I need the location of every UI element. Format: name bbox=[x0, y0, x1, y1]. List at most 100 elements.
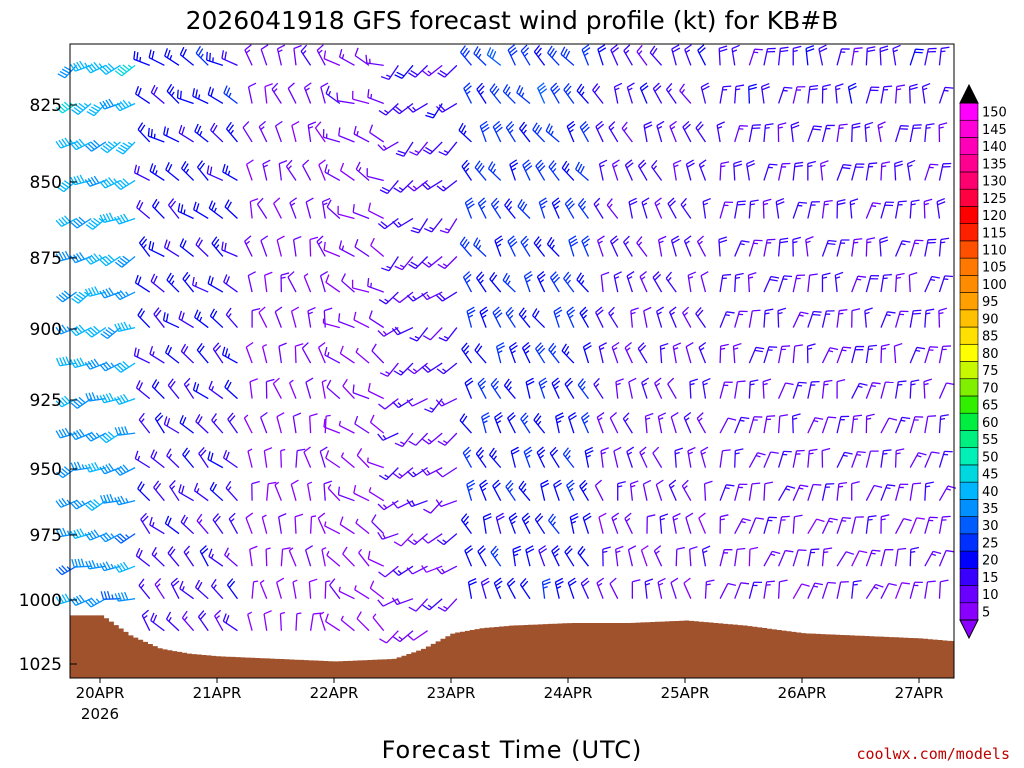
colorbar-segment bbox=[959, 361, 979, 380]
wind-barb bbox=[507, 44, 518, 66]
wind-barb bbox=[195, 414, 209, 434]
wind-barb bbox=[555, 412, 565, 434]
wind-barb bbox=[924, 516, 938, 534]
wind-barb bbox=[561, 160, 575, 181]
terrain-area bbox=[70, 615, 954, 678]
wind-barb bbox=[719, 484, 735, 501]
wind-barb bbox=[251, 480, 260, 501]
wind-barb bbox=[55, 527, 77, 538]
wind-barb bbox=[438, 141, 458, 156]
wind-barb bbox=[532, 308, 546, 329]
wind-barb bbox=[851, 579, 862, 599]
wind-barb bbox=[266, 481, 277, 501]
wind-barb bbox=[718, 236, 728, 257]
wind-barb bbox=[748, 83, 757, 104]
colorbar-tick-label: 110 bbox=[982, 243, 1007, 258]
wind-barb bbox=[290, 479, 299, 501]
wind-barb bbox=[370, 237, 385, 257]
wind-barb bbox=[777, 86, 793, 104]
wind-barb bbox=[510, 446, 520, 468]
wind-barb bbox=[879, 236, 889, 257]
wind-barb bbox=[672, 512, 681, 534]
wind-barb bbox=[245, 159, 254, 181]
wind-barb bbox=[272, 377, 282, 399]
wind-barb bbox=[151, 379, 165, 400]
wind-barb bbox=[291, 121, 300, 143]
wind-barb bbox=[261, 343, 268, 364]
wind-barb bbox=[792, 344, 803, 364]
wind-barb bbox=[436, 362, 458, 375]
wind-barb bbox=[807, 548, 820, 567]
wind-barb bbox=[300, 44, 312, 66]
colorbar-tick-label: 90 bbox=[982, 312, 999, 327]
wind-barb bbox=[475, 447, 487, 468]
wind-barb bbox=[894, 160, 903, 181]
wind-barb bbox=[865, 583, 884, 600]
wind-barb bbox=[294, 513, 304, 534]
wind-barb bbox=[652, 271, 663, 293]
wind-barb bbox=[748, 309, 761, 328]
wind-barb bbox=[909, 124, 922, 143]
wind-barb bbox=[113, 99, 136, 112]
wind-barb bbox=[938, 579, 949, 599]
x-tick-label: 26APR bbox=[778, 684, 827, 702]
wind-barb bbox=[377, 141, 399, 152]
wind-barb bbox=[407, 533, 429, 546]
wind-barb bbox=[675, 546, 686, 567]
wind-barb bbox=[392, 467, 414, 479]
wind-barb bbox=[777, 162, 791, 181]
colorbar-segment bbox=[959, 188, 979, 207]
wind-barb bbox=[392, 630, 414, 643]
wind-barb bbox=[150, 449, 165, 469]
wind-barb bbox=[479, 479, 488, 501]
wind-barb bbox=[615, 378, 624, 399]
wind-barb bbox=[473, 46, 487, 66]
wind-barb bbox=[762, 378, 772, 399]
wind-barb bbox=[697, 44, 707, 66]
wind-barb bbox=[652, 446, 663, 468]
wind-barb bbox=[938, 414, 949, 434]
wind-barb bbox=[541, 578, 551, 599]
colorbar-segment bbox=[959, 326, 979, 345]
wind-barb bbox=[207, 86, 224, 105]
wind-barb bbox=[748, 346, 765, 364]
wind-barb bbox=[611, 512, 620, 534]
wind-barb bbox=[150, 273, 165, 293]
wind-barb bbox=[170, 577, 180, 599]
wind-barb bbox=[99, 493, 121, 504]
wind-barb bbox=[532, 122, 546, 143]
wind-barb bbox=[667, 377, 677, 399]
wind-barb bbox=[495, 342, 505, 364]
wind-barb bbox=[851, 516, 864, 534]
wind-barb bbox=[564, 545, 575, 567]
colorbar-tick-label: 130 bbox=[982, 175, 1007, 190]
wind-barb bbox=[775, 197, 785, 219]
colorbar-tick-label: 105 bbox=[982, 261, 1007, 276]
wind-barb bbox=[865, 484, 883, 501]
wind-barb bbox=[70, 357, 92, 369]
wind-barb bbox=[316, 44, 326, 66]
wind-barb bbox=[836, 48, 850, 66]
colorbar-bottom-arrow bbox=[959, 619, 979, 640]
wind-barb bbox=[247, 448, 253, 468]
wind-barb bbox=[336, 92, 355, 105]
wind-barb bbox=[322, 318, 341, 329]
wind-barb bbox=[309, 515, 317, 534]
wind-barb bbox=[264, 83, 273, 104]
wind-barb bbox=[748, 239, 763, 257]
wind-barb bbox=[894, 272, 905, 293]
wind-barb bbox=[408, 256, 429, 270]
wind-barb bbox=[365, 54, 384, 66]
wind-barb bbox=[561, 343, 575, 364]
wind-barb bbox=[626, 270, 635, 293]
colorbar-tick-label: 100 bbox=[982, 278, 1007, 293]
wind-barb bbox=[308, 578, 318, 599]
wind-barb bbox=[807, 160, 816, 181]
wind-barb bbox=[639, 446, 648, 468]
wind-barb bbox=[138, 578, 151, 600]
wind-barb bbox=[274, 481, 282, 501]
wind-barb bbox=[366, 168, 384, 182]
wind-barb bbox=[807, 84, 819, 104]
colorbar-tick-label: 65 bbox=[982, 399, 999, 414]
wind-barb bbox=[807, 273, 818, 293]
